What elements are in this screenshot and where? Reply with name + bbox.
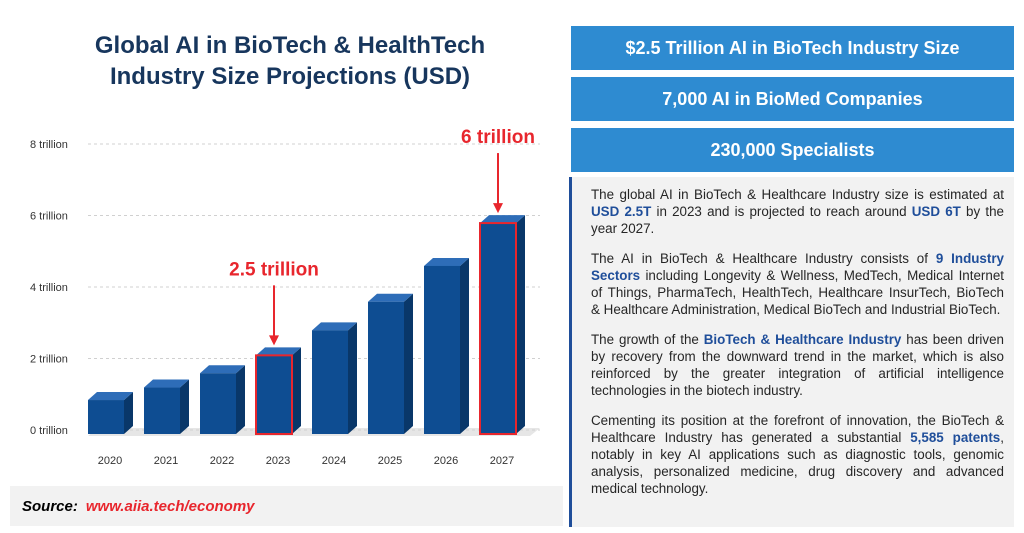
highlight-text: 5,585 patents [910,430,1001,445]
x-tick-label: 2022 [210,455,234,467]
x-tick-label: 2024 [322,455,346,467]
paragraph-text: , notably in key AI applications such as… [591,430,1004,496]
source-bar: Source: www.aiia.tech/economy [10,486,563,526]
y-tick-label: 4 trillion [30,282,68,294]
paragraph-text: The global AI in BioTech & Healthcare In… [591,187,1004,202]
x-tick-label: 2026 [434,455,458,467]
bar-top [88,392,133,401]
bar-2025 [368,301,404,434]
annotation-label-2027: 6 trillion [461,127,535,148]
annotation-arrowhead-2023 [269,335,279,346]
bar-side [404,293,413,434]
y-tick-label: 0 trillion [30,425,68,437]
bar-side [348,322,357,434]
highlight-text: 9 Industry Sectors [591,251,1004,283]
x-tick-label: 2027 [490,455,514,467]
bar-2020 [88,400,124,434]
bar-chart: 0 trillion 2 trillion 4 trillion 6 trillion… [30,127,540,467]
x-tick-label: 2021 [154,455,178,467]
description-paragraph: The AI in BioTech & Healthcare Industry … [591,250,1004,318]
stat-box-companies: 7,000 AI in BioMed Companies [571,77,1014,121]
bar-top [312,322,357,331]
bar-2021 [144,387,180,434]
bar-side [124,392,133,434]
highlight-text: BioTech & Healthcare Industry [703,332,902,347]
bar-side [460,257,469,434]
source-link[interactable]: www.aiia.tech/economy [85,497,255,515]
paragraph-text: by the year 2027. [591,204,1004,236]
bar-top [424,257,469,266]
y-tick-label: 2 trillion [30,354,68,366]
chart-title: Global AI in BioTech & HealthTech Indust… [20,30,560,92]
x-tick-label: 2025 [378,455,402,467]
paragraph-text: in 2023 and is projected to reach around [651,204,912,219]
description-paragraph: Cementing its position at the forefront … [591,412,1004,497]
bar-2026 [424,265,460,434]
bar-top [256,347,301,356]
bar-2022 [200,373,236,434]
bar-side [516,215,525,434]
annotation-arrowhead-2027 [493,203,503,214]
y-tick-label: 6 trillion [30,211,68,223]
highlight-text: USD 6T [911,204,961,219]
bar-top [144,379,189,388]
bar-side [236,365,245,434]
x-tick-label: 2020 [98,455,122,467]
source-label: Source: [22,497,78,515]
paragraph-text: has been driven by recovery from the dow… [591,332,1004,398]
bar-2027 [479,222,517,435]
paragraph-text: including Longevity & Wellness, MedTech,… [591,268,1004,317]
description-paragraph: The global AI in BioTech & Healthcare In… [591,186,1004,237]
bar-2024 [312,330,348,434]
paragraph-text: The AI in BioTech & Healthcare Industry … [591,251,936,266]
bar-2023 [255,354,293,436]
stat-box-specialists: 230,000 Specialists [571,128,1014,172]
paragraph-text: The growth of the [591,332,704,347]
description-panel: The global AI in BioTech & Healthcare In… [569,177,1014,527]
bar-top [200,365,245,374]
chart-title-line1: Global AI in BioTech & HealthTech [94,32,486,59]
y-tick-label: 8 trillion [30,139,68,151]
bar-top [368,293,413,302]
paragraph-text: Cementing its position at the forefront … [591,413,1004,445]
bar-top [480,215,525,224]
highlight-text: USD 2.5T [591,204,652,219]
stat-box-industry-size: $2.5 Trillion AI in BioTech Industry Siz… [571,26,1014,70]
annotation-label-2023: 2.5 trillion [229,259,319,280]
bar-side [292,347,301,434]
chart-title-line2: Industry Size Projections (USD) [109,63,471,90]
description-paragraph: The growth of the BioTech & Healthcare I… [591,331,1004,399]
x-tick-label: 2023 [266,455,290,467]
bar-side [180,379,189,434]
